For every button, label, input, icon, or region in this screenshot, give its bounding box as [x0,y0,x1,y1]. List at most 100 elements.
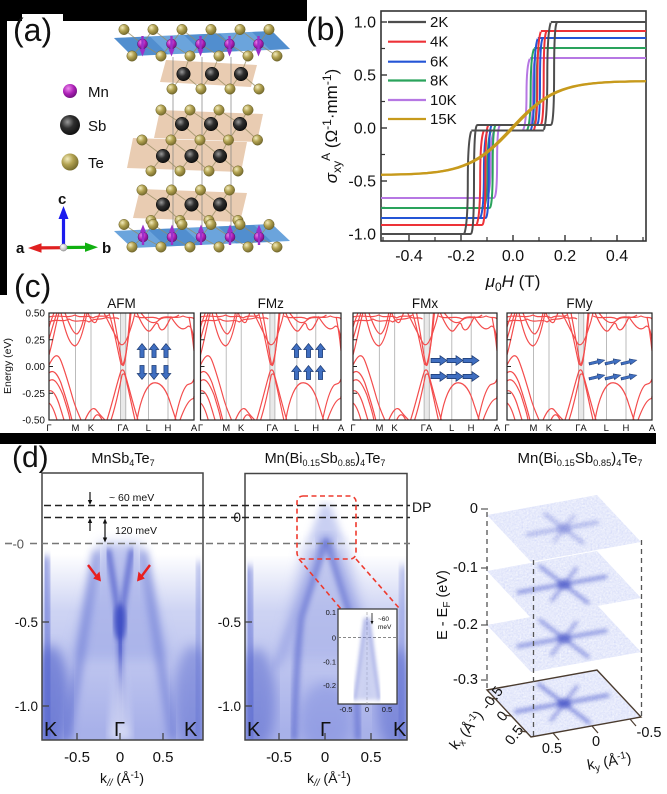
svg-text:-0.5: -0.5 [64,749,90,766]
svg-text:-1.0: -1.0 [15,699,38,714]
svg-text:0: 0 [470,501,478,517]
svg-text:K: K [393,719,407,741]
svg-text:10K: 10K [430,92,457,109]
svg-text:c: c [58,191,66,208]
svg-text:H: H [468,423,475,434]
svg-text:H: H [622,423,629,434]
svg-text:k// (Å-1): k// (Å-1) [100,770,144,789]
svg-text:-0.2: -0.2 [323,681,336,690]
svg-text:ΓA: ΓA [266,423,278,434]
svg-text:0.00: 0.00 [26,362,46,373]
svg-text:-0.1: -0.1 [323,658,336,667]
svg-text:0: 0 [365,705,369,714]
svg-text:6K: 6K [430,54,448,71]
svg-text:A: A [191,423,198,434]
svg-text:A: A [338,423,345,434]
svg-text:Mn: Mn [88,84,109,101]
svg-text:kx (Å-1): kx (Å-1) [446,707,488,754]
svg-text:Γ: Γ [320,719,331,741]
svg-text:0.2: 0.2 [554,248,576,265]
svg-text:b: b [102,240,111,257]
svg-text:-0.50: -0.50 [22,416,45,427]
svg-text:Mn(Bi0.15Sb0.85)4Te7: Mn(Bi0.15Sb0.85)4Te7 [265,451,386,468]
svg-text:2K: 2K [430,14,448,31]
svg-text:0.1: 0.1 [326,608,336,617]
svg-text:-0.25: -0.25 [22,389,45,400]
svg-text:ky (Å-1): ky (Å-1) [586,749,633,775]
svg-text:-1.0: -1.0 [348,227,376,244]
svg-text:L: L [449,423,454,434]
svg-text:M: M [375,423,383,434]
svg-text:0.5: 0.5 [382,705,392,714]
svg-text:AFM: AFM [107,296,136,311]
svg-text:~ 60 meV: ~ 60 meV [109,492,154,504]
svg-text:Energy (eV): Energy (eV) [2,338,14,394]
svg-text:0.0: 0.0 [502,248,524,265]
svg-text:ΓA: ΓA [421,423,433,434]
svg-text:σxyA (Ω-1·mm-1): σxyA (Ω-1·mm-1) [319,69,344,183]
svg-text:0.4: 0.4 [606,248,628,265]
svg-text:FMz: FMz [258,296,284,311]
svg-text:(b): (b) [306,11,345,47]
svg-text:0.0: 0.0 [354,121,376,138]
svg-text:8K: 8K [430,73,448,90]
svg-text:K: K [88,423,95,434]
svg-text:K: K [391,423,398,434]
svg-text:0: 0 [321,749,329,766]
svg-text:0: 0 [592,734,600,750]
svg-text:K: K [238,423,245,434]
svg-text:H: H [164,423,171,434]
svg-text:Γ: Γ [504,423,509,434]
svg-text:0.5: 0.5 [354,68,376,85]
svg-text:-0.1: -0.1 [453,560,478,576]
svg-text:M: M [530,423,538,434]
svg-text:K: K [44,719,58,741]
svg-text:k// (Å-1): k// (Å-1) [307,770,351,789]
svg-text:M: M [222,423,230,434]
svg-text:Sb: Sb [88,118,106,135]
svg-text:-0.4: -0.4 [395,248,423,265]
svg-text:ΓA: ΓA [575,423,587,434]
svg-text:K: K [247,719,261,741]
svg-text:L: L [146,423,151,434]
svg-text:MnSb4Te7: MnSb4Te7 [91,451,154,468]
svg-text:Te: Te [88,155,104,172]
svg-text:1.0: 1.0 [354,15,376,32]
svg-text:0.5: 0.5 [361,749,382,766]
svg-text:H: H [312,423,319,434]
svg-text:Γ: Γ [350,423,355,434]
svg-text:0: 0 [233,510,241,525]
svg-text:Γ: Γ [46,423,51,434]
svg-text:~60: ~60 [378,616,389,623]
svg-text:0.25: 0.25 [26,335,46,346]
svg-text:Γ: Γ [198,423,203,434]
svg-text:meV: meV [378,624,392,631]
svg-text:A: A [494,423,501,434]
svg-text:15K: 15K [430,111,457,128]
svg-text:FMx: FMx [412,296,438,311]
svg-text:-0.5: -0.5 [348,174,376,191]
svg-text:DP: DP [412,499,431,515]
svg-text:0: 0 [116,749,124,766]
svg-text:(a): (a) [13,12,52,48]
svg-text:-1.0: -1.0 [218,699,241,714]
svg-text:ΓA: ΓA [117,423,129,434]
svg-text:(c): (c) [14,268,51,304]
svg-text:-0.5: -0.5 [266,749,292,766]
svg-text:-0.5: -0.5 [340,705,353,714]
svg-text:120 meV: 120 meV [115,525,157,537]
svg-text:4K: 4K [430,34,448,51]
svg-text:-0.3: -0.3 [453,672,478,688]
svg-text:-0.5: -0.5 [218,615,241,630]
svg-text:0.50: 0.50 [26,309,46,320]
svg-text:0.5: 0.5 [153,749,174,766]
svg-text:-0.2: -0.2 [447,248,475,265]
svg-text:Mn(Bi0.15Sb0.85)4Te7: Mn(Bi0.15Sb0.85)4Te7 [518,450,643,468]
svg-text:-0: -0 [12,537,24,552]
svg-text:0: 0 [332,634,336,643]
svg-text:-0.5: -0.5 [15,615,38,630]
svg-text:-0.5: -0.5 [637,725,662,741]
svg-text:Γ: Γ [114,719,125,741]
svg-text:K: K [184,719,198,741]
svg-text:-0.2: -0.2 [453,617,478,633]
